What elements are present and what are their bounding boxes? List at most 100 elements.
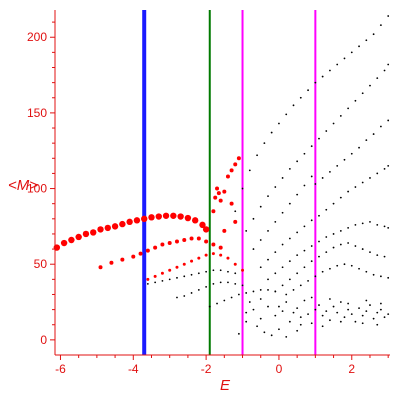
x-tick-label: -2 <box>201 362 212 376</box>
data-point <box>148 214 155 221</box>
data-point <box>288 320 291 323</box>
data-point <box>263 331 266 334</box>
data-point <box>226 256 230 260</box>
data-point <box>175 265 179 269</box>
data-point <box>354 186 357 188</box>
data-point <box>176 296 178 299</box>
data-point <box>332 202 335 205</box>
data-point <box>183 275 186 278</box>
data-point <box>227 270 229 273</box>
data-point <box>379 308 382 311</box>
data-point <box>296 231 299 234</box>
data-point <box>332 246 335 249</box>
data-point <box>343 263 346 266</box>
data-point <box>160 242 165 247</box>
data-point <box>162 212 170 219</box>
data-point <box>182 238 187 242</box>
data-point <box>267 278 269 281</box>
data-point <box>211 242 216 247</box>
data-point <box>229 168 234 173</box>
data-point <box>347 190 350 193</box>
data-point <box>336 264 339 267</box>
data-point <box>205 270 208 273</box>
data-point <box>376 323 379 326</box>
data-point <box>252 248 255 250</box>
data-point <box>237 293 240 296</box>
data-point <box>303 184 306 187</box>
series-10 <box>285 263 390 296</box>
data-point <box>138 251 143 256</box>
data-point <box>184 214 192 222</box>
data-point <box>361 314 364 317</box>
data-point <box>219 253 223 257</box>
data-point <box>267 258 269 261</box>
series-4 <box>234 15 390 213</box>
data-point <box>234 210 237 213</box>
data-point <box>285 113 288 116</box>
data-point <box>354 245 357 247</box>
data-point <box>230 296 233 299</box>
data-point <box>205 286 208 288</box>
data-point <box>197 289 200 291</box>
data-point <box>347 302 350 305</box>
data-point <box>285 335 288 338</box>
data-point <box>347 226 350 229</box>
data-point <box>354 320 357 323</box>
data-point <box>288 237 291 240</box>
data-point <box>318 137 320 140</box>
data-point <box>292 289 295 291</box>
data-point <box>60 239 68 247</box>
data-point <box>376 254 379 257</box>
data-point <box>372 33 375 36</box>
data-point <box>314 275 317 278</box>
data-point <box>215 186 220 191</box>
data-point <box>212 269 215 272</box>
x-tick-label: 0 <box>276 362 283 376</box>
data-point <box>248 169 251 172</box>
data-point <box>223 299 226 302</box>
data-point <box>372 317 375 320</box>
data-point <box>174 239 179 244</box>
data-point <box>218 245 223 250</box>
series-13 <box>208 289 277 308</box>
data-point <box>245 320 248 323</box>
data-point <box>369 84 371 87</box>
data-point <box>387 276 390 279</box>
data-point <box>361 222 364 225</box>
data-point <box>288 167 291 170</box>
data-point <box>347 107 350 110</box>
y-axis-label: <M> <box>8 177 38 194</box>
data-point <box>310 219 313 222</box>
data-point <box>145 248 150 253</box>
data-point <box>278 305 280 308</box>
data-point <box>369 177 371 179</box>
data-point <box>197 272 200 275</box>
data-point <box>318 214 320 217</box>
data-point <box>321 325 324 328</box>
data-point <box>219 281 222 284</box>
data-point <box>361 181 364 184</box>
data-point <box>222 228 227 233</box>
data-point <box>292 104 295 107</box>
data-point <box>329 319 331 322</box>
data-point <box>292 311 295 314</box>
data-point <box>248 301 251 303</box>
data-point <box>303 225 306 228</box>
data-point <box>274 290 277 293</box>
data-point <box>376 172 379 175</box>
x-tick-label: 2 <box>348 362 355 376</box>
data-point <box>325 310 328 313</box>
data-point <box>168 278 171 281</box>
data-point <box>281 266 284 269</box>
y-tick-label: 100 <box>27 182 47 196</box>
data-point <box>303 299 306 302</box>
data-point <box>182 262 186 266</box>
data-point <box>256 325 258 328</box>
data-point <box>365 139 368 142</box>
series-14 <box>237 296 390 338</box>
data-point <box>216 302 218 305</box>
data-point <box>358 267 360 270</box>
data-point <box>383 225 386 228</box>
data-point <box>299 323 302 326</box>
data-point <box>189 236 194 241</box>
